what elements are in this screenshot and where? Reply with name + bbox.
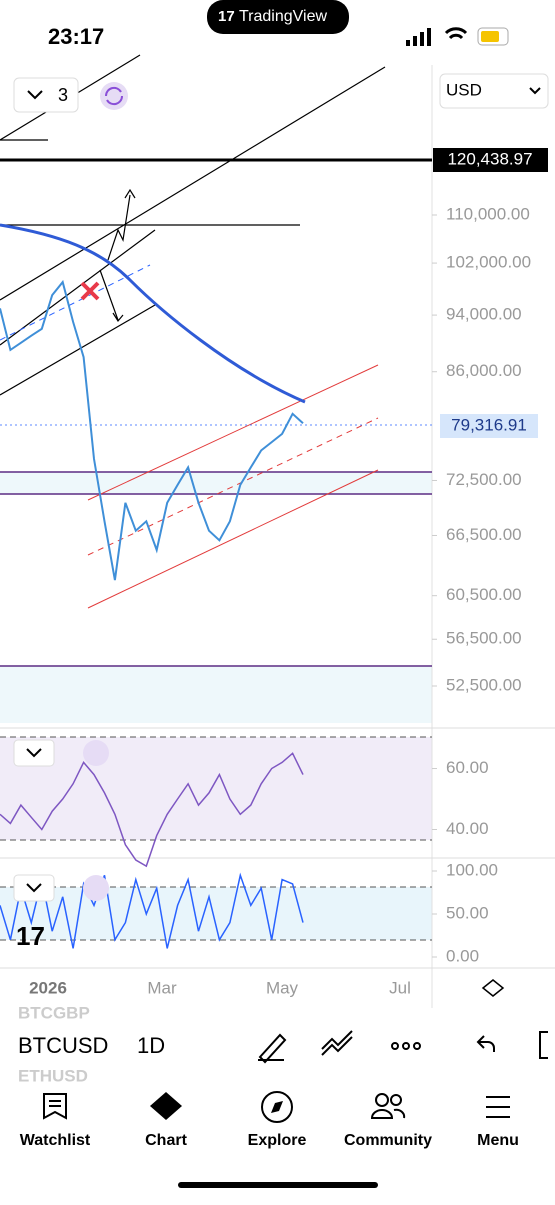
banner xyxy=(207,0,349,34)
pane-tick-label: 100.00 xyxy=(446,860,498,879)
banner-text: TradingView xyxy=(239,8,327,25)
interval-box[interactable] xyxy=(13,77,79,113)
channel xyxy=(87,469,379,609)
chart-icon[interactable] xyxy=(150,1092,182,1120)
price-tick-label: 52,500.00 xyxy=(446,675,522,694)
settings-icon[interactable] xyxy=(481,979,505,997)
tab-label[interactable]: Menu xyxy=(477,1132,519,1149)
sync-button[interactable] xyxy=(100,82,128,110)
signal-icon xyxy=(406,28,431,46)
rsi_pane-line xyxy=(0,752,304,868)
chevron xyxy=(26,748,42,758)
community-icon[interactable] xyxy=(370,1093,406,1119)
tv-logo: 17 xyxy=(218,8,235,25)
price-tick-label: 86,000.00 xyxy=(446,361,522,380)
tab-label[interactable]: Watchlist xyxy=(20,1132,91,1149)
undo-button[interactable] xyxy=(476,1035,495,1052)
volume-bg xyxy=(0,666,432,723)
stoch-bg xyxy=(0,887,432,940)
sync-button[interactable] xyxy=(83,875,109,901)
chevron xyxy=(27,90,43,100)
pane-tick-label: 0.00 xyxy=(446,946,479,965)
moon-icon xyxy=(119,28,132,44)
price-tick-label: 60,500.00 xyxy=(446,585,522,604)
pane-tick-label: 50.00 xyxy=(446,903,489,922)
interval-count: 3 xyxy=(58,85,68,105)
price-tick-label: 56,500.00 xyxy=(446,629,522,648)
chevron xyxy=(529,87,541,95)
price-tick-label: 94,000.00 xyxy=(446,305,522,324)
price-tick-label: 66,500.00 xyxy=(446,525,522,544)
rsi-bg xyxy=(0,737,432,840)
tab-label[interactable]: Community xyxy=(344,1132,432,1149)
channel xyxy=(87,417,379,556)
time-label: 2026 xyxy=(29,978,67,997)
time-label: Mar xyxy=(147,978,177,997)
symbol[interactable]: BTCUSD xyxy=(18,1033,108,1058)
currency: USD xyxy=(446,80,482,99)
marker-label-bg xyxy=(433,148,548,172)
price-tick-label: 72,500.00 xyxy=(446,470,522,489)
price-tick-label: 110,000.00 xyxy=(446,204,530,223)
price-line xyxy=(0,279,304,581)
interval[interactable]: 1D xyxy=(137,1033,165,1058)
compass xyxy=(271,1101,283,1113)
home-indicator xyxy=(178,1182,378,1188)
current-price-bg xyxy=(440,414,538,438)
current-price: 79,316.91 xyxy=(451,415,527,434)
tv-watermark: 17 xyxy=(16,921,45,951)
plots xyxy=(0,279,304,949)
ghost-symbol: ETHUSD xyxy=(18,1066,88,1085)
panel-button[interactable] xyxy=(539,1031,548,1059)
zone xyxy=(0,472,432,494)
explore-icon[interactable] xyxy=(261,1091,293,1123)
tab-label[interactable]: Chart xyxy=(145,1132,187,1149)
draw-tool[interactable] xyxy=(258,1033,287,1064)
channel xyxy=(87,364,379,501)
time-label: May xyxy=(266,978,299,997)
chevron xyxy=(26,883,42,893)
sync-icon xyxy=(104,86,124,106)
pane-tick-label: 60.00 xyxy=(446,758,489,777)
time-label: Jul xyxy=(389,978,411,997)
stoch_pane-line xyxy=(0,872,304,949)
marker-label: 120,438.97 xyxy=(447,149,532,168)
indicators-tool[interactable] xyxy=(321,1030,353,1056)
watchlist-icon[interactable] xyxy=(43,1093,67,1120)
pane-tick-label: 40.00 xyxy=(446,819,489,838)
pane-toggle[interactable] xyxy=(13,874,55,902)
sync-button[interactable] xyxy=(83,740,109,766)
user-drawings xyxy=(0,54,386,396)
ghost-symbol: BTCGBP xyxy=(18,1003,90,1022)
menu-icon[interactable] xyxy=(486,1096,510,1118)
clock: 23:17 xyxy=(48,24,104,49)
battery xyxy=(477,27,509,46)
tab-label[interactable]: Explore xyxy=(248,1132,307,1149)
battery-level xyxy=(481,31,499,42)
more-button[interactable] xyxy=(391,1042,421,1050)
price-tick-label: 102,000.00 xyxy=(446,253,531,272)
pane-toggle[interactable] xyxy=(13,739,55,767)
moving-average xyxy=(0,223,306,404)
cross-mark xyxy=(80,281,100,301)
channel xyxy=(0,264,151,341)
currency-select[interactable] xyxy=(439,73,549,109)
wifi-icon xyxy=(444,27,468,40)
